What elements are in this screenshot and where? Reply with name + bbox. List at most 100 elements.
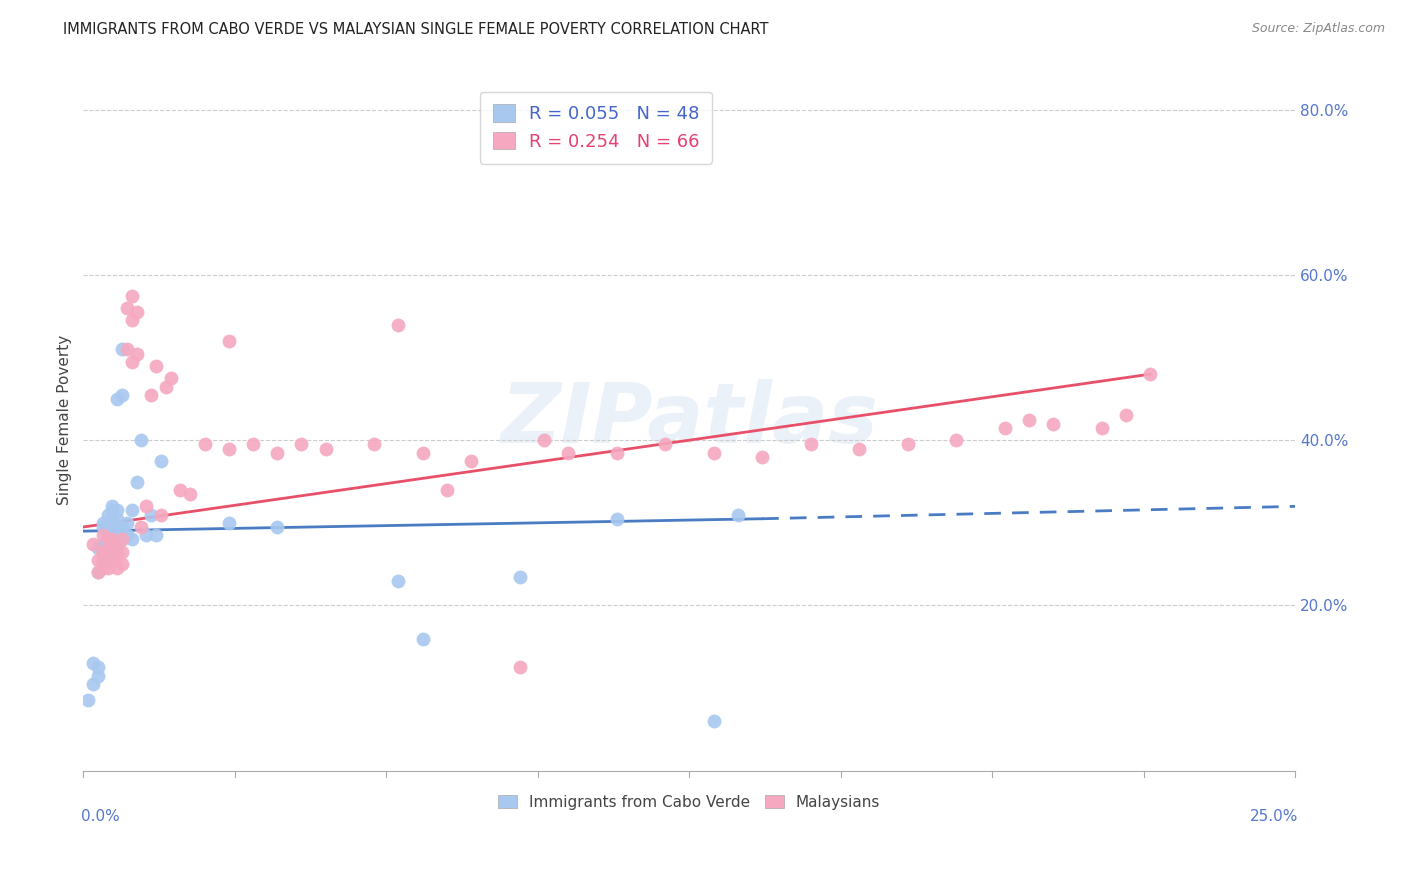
Point — [101, 533, 124, 547]
Point — [115, 516, 138, 530]
Text: ZIPatlas: ZIPatlas — [501, 379, 879, 460]
Point — [105, 392, 128, 406]
Point — [87, 566, 110, 580]
Point — [606, 445, 628, 459]
Point — [111, 545, 134, 559]
Point — [727, 508, 749, 522]
Point — [105, 561, 128, 575]
Point — [91, 553, 114, 567]
Point — [1018, 412, 1040, 426]
Text: 0.0%: 0.0% — [82, 809, 120, 824]
Point — [141, 508, 163, 522]
Point — [509, 569, 531, 583]
Point — [266, 445, 288, 459]
Point — [96, 541, 118, 555]
Point — [800, 437, 823, 451]
Point — [412, 632, 434, 646]
Point — [115, 343, 138, 357]
Point — [145, 359, 167, 373]
Point — [82, 536, 104, 550]
Point — [91, 536, 114, 550]
Point — [87, 660, 110, 674]
Point — [105, 536, 128, 550]
Point — [87, 566, 110, 580]
Point — [82, 657, 104, 671]
Point — [703, 445, 725, 459]
Point — [101, 545, 124, 559]
Point — [557, 445, 579, 459]
Point — [155, 379, 177, 393]
Point — [179, 487, 201, 501]
Point — [149, 454, 172, 468]
Point — [111, 388, 134, 402]
Point — [96, 520, 118, 534]
Point — [945, 434, 967, 448]
Point — [266, 520, 288, 534]
Point — [91, 520, 114, 534]
Point — [96, 549, 118, 563]
Point — [159, 371, 181, 385]
Point — [96, 528, 118, 542]
Point — [703, 714, 725, 728]
Point — [111, 343, 134, 357]
Point — [87, 541, 110, 555]
Point — [606, 512, 628, 526]
Point — [848, 442, 870, 456]
Point — [105, 520, 128, 534]
Point — [82, 677, 104, 691]
Point — [1115, 409, 1137, 423]
Point — [1139, 367, 1161, 381]
Point — [96, 541, 118, 555]
Point — [101, 503, 124, 517]
Legend: Immigrants from Cabo Verde, Malaysians: Immigrants from Cabo Verde, Malaysians — [492, 789, 886, 815]
Point — [96, 561, 118, 575]
Point — [105, 512, 128, 526]
Point — [290, 437, 312, 451]
Point — [131, 434, 153, 448]
Point — [111, 520, 134, 534]
Point — [101, 500, 124, 514]
Text: Source: ZipAtlas.com: Source: ZipAtlas.com — [1251, 22, 1385, 36]
Point — [1090, 421, 1112, 435]
Point — [149, 508, 172, 522]
Point — [111, 533, 134, 547]
Point — [387, 318, 409, 332]
Point — [412, 445, 434, 459]
Point — [751, 450, 773, 464]
Point — [91, 561, 114, 575]
Point — [105, 541, 128, 555]
Point — [436, 483, 458, 497]
Point — [169, 483, 191, 497]
Point — [125, 475, 148, 489]
Point — [121, 355, 143, 369]
Point — [87, 553, 110, 567]
Point — [115, 301, 138, 315]
Point — [1042, 417, 1064, 431]
Point — [193, 437, 215, 451]
Y-axis label: Single Female Poverty: Single Female Poverty — [58, 334, 72, 505]
Point — [121, 288, 143, 302]
Point — [77, 693, 100, 707]
Point — [654, 437, 676, 451]
Point — [105, 503, 128, 517]
Point — [509, 660, 531, 674]
Point — [218, 442, 240, 456]
Point — [101, 553, 124, 567]
Point — [96, 549, 118, 563]
Point — [91, 528, 114, 542]
Point — [111, 557, 134, 571]
Point — [533, 434, 555, 448]
Point — [121, 533, 143, 547]
Point — [121, 503, 143, 517]
Point — [91, 545, 114, 559]
Point — [387, 574, 409, 588]
Point — [96, 533, 118, 547]
Point — [218, 334, 240, 348]
Point — [896, 437, 918, 451]
Point — [993, 421, 1015, 435]
Point — [105, 549, 128, 563]
Point — [131, 520, 153, 534]
Point — [96, 508, 118, 522]
Point — [91, 516, 114, 530]
Point — [121, 313, 143, 327]
